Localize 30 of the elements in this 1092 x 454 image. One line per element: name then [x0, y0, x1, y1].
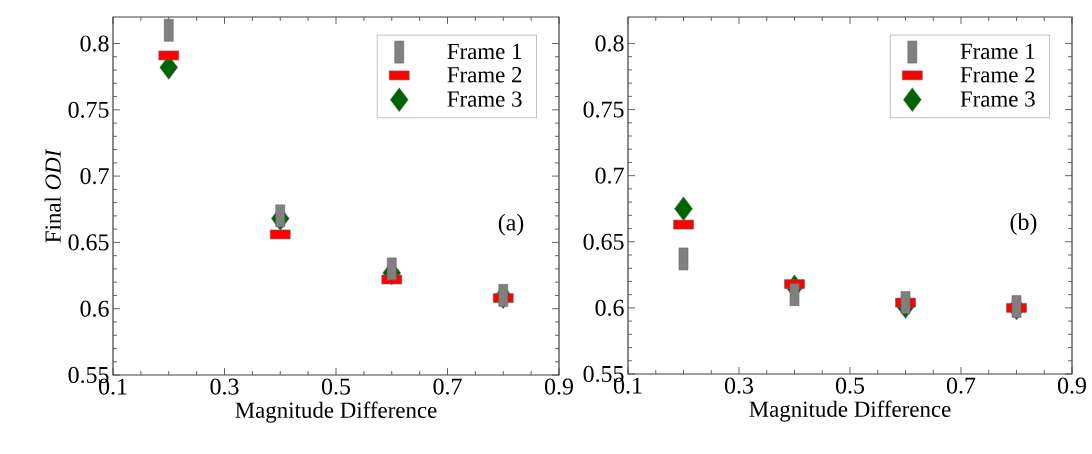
x-tick-label: 0.9 [544, 378, 573, 395]
y-tick-label: 0.6 [80, 300, 109, 317]
annotation: (b) [1010, 213, 1037, 235]
y-tick-label: 0.65 [68, 234, 109, 251]
legend-label: Frame 2 [960, 67, 1035, 83]
x-axis-title: Magnitude Difference [749, 400, 951, 422]
legend-label: Frame 1 [447, 43, 522, 60]
y-tick-label: 0.7 [595, 167, 624, 184]
annotation: (a) [498, 213, 524, 236]
legend-label: Frame 1 [960, 43, 1035, 60]
y-tick-label: 0.6 [595, 299, 624, 317]
y-tick-label: 0.75 [68, 101, 109, 118]
legend-label: Frame 2 [447, 67, 522, 83]
y-tick-label: 0.8 [595, 35, 624, 52]
y-axis-title: Final ODI [44, 148, 61, 243]
y-tick-label: 0.75 [583, 101, 624, 118]
y-tick-label: 0.65 [583, 233, 624, 250]
x-tick-label: 0.7 [433, 378, 462, 395]
y-tick-label: 0.8 [80, 35, 109, 52]
x-tick-label: 0.9 [1057, 377, 1086, 394]
x-tick-label: 0.3 [210, 378, 239, 395]
y-tick-label: 0.7 [80, 167, 109, 185]
x-tick-label: 0.3 [724, 377, 754, 394]
legend-label: Frame 3 [447, 91, 522, 107]
x-axis-title: Magnitude Difference [235, 401, 437, 423]
legend-label: Frame 3 [960, 91, 1035, 107]
point [674, 196, 693, 221]
x-tick-label: 0.5 [321, 378, 351, 395]
x-tick-label: 0.5 [835, 377, 865, 394]
x-tick-label: 0.7 [946, 377, 976, 394]
